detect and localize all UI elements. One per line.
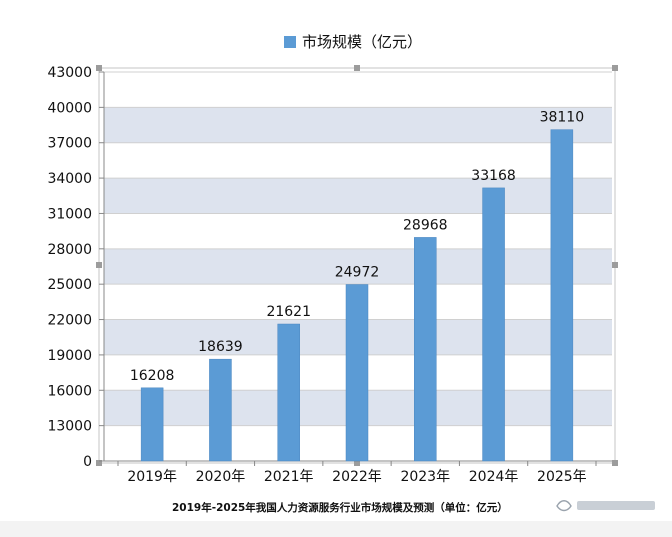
bottom-strip bbox=[0, 521, 672, 537]
x-tick-label: 2025年 bbox=[537, 469, 587, 485]
y-tick-label: 16000 bbox=[47, 383, 92, 399]
x-tick-label: 2021年 bbox=[264, 469, 314, 485]
legend-swatch bbox=[284, 36, 296, 48]
handle-bottom-center[interactable] bbox=[354, 460, 360, 466]
bar[interactable] bbox=[345, 284, 369, 462]
bars bbox=[140, 129, 574, 462]
data-label: 24972 bbox=[335, 265, 380, 281]
data-labels: 16208 18639 21621 24972 28968 33168 38110 bbox=[130, 110, 584, 384]
y-tick-label: 43000 bbox=[47, 65, 92, 81]
bar[interactable] bbox=[209, 358, 232, 462]
chart-caption: 2019年-2025年我国人力资源服务行业市场规模及预测（单位：亿元） bbox=[172, 502, 508, 514]
x-tick-label: 2022年 bbox=[332, 469, 382, 485]
data-label: 28968 bbox=[403, 217, 448, 233]
data-label: 16208 bbox=[130, 368, 175, 384]
watermark-logo bbox=[556, 500, 655, 512]
y-tick-label: 13000 bbox=[47, 419, 92, 435]
bar[interactable] bbox=[550, 129, 574, 462]
legend-label: 市场规模（亿元） bbox=[302, 33, 422, 51]
y-tick-label: 28000 bbox=[47, 242, 92, 258]
grid-band bbox=[104, 178, 612, 214]
y-axis: 0 13000 16000 19000 22000 25000 28000 31000 3400… bbox=[47, 65, 105, 470]
handle-top-center[interactable] bbox=[354, 65, 360, 71]
x-tick-label: 2023年 bbox=[400, 469, 450, 485]
y-tick-label: 0 bbox=[83, 454, 92, 470]
handle-top-left[interactable] bbox=[96, 65, 102, 71]
handle-bottom-right[interactable] bbox=[612, 460, 618, 466]
selection-handles[interactable] bbox=[96, 65, 618, 466]
grid-band bbox=[104, 248, 612, 285]
data-label: 33168 bbox=[471, 168, 516, 184]
y-tick-label: 22000 bbox=[47, 313, 92, 329]
y-tick-label: 37000 bbox=[47, 136, 92, 152]
x-tick-label: 2019年 bbox=[127, 469, 177, 485]
x-axis: 2019年 2020年 2021年 2022年 2023年 2024年 2025年 bbox=[104, 460, 612, 485]
data-label: 38110 bbox=[540, 110, 585, 126]
bar[interactable] bbox=[482, 187, 505, 462]
legend: 市场规模（亿元） bbox=[284, 33, 422, 51]
bar[interactable] bbox=[414, 237, 437, 462]
y-tick-label: 31000 bbox=[47, 206, 92, 222]
handle-bottom-left[interactable] bbox=[96, 460, 102, 466]
y-tick-label: 40000 bbox=[47, 100, 92, 116]
x-tick-label: 2024年 bbox=[469, 469, 519, 485]
y-tick-label: 19000 bbox=[47, 348, 92, 364]
bar[interactable] bbox=[140, 387, 164, 462]
handle-top-right[interactable] bbox=[612, 65, 618, 71]
x-tick-label: 2020年 bbox=[196, 469, 246, 485]
y-tick-label: 25000 bbox=[47, 277, 92, 293]
y-tick-label: 34000 bbox=[47, 171, 92, 187]
data-label: 18639 bbox=[198, 339, 243, 355]
bar[interactable] bbox=[277, 323, 300, 462]
data-label: 21621 bbox=[266, 304, 311, 320]
grid-band bbox=[104, 107, 612, 143]
handle-middle-right[interactable] bbox=[612, 262, 618, 268]
handle-middle-left[interactable] bbox=[96, 262, 102, 268]
